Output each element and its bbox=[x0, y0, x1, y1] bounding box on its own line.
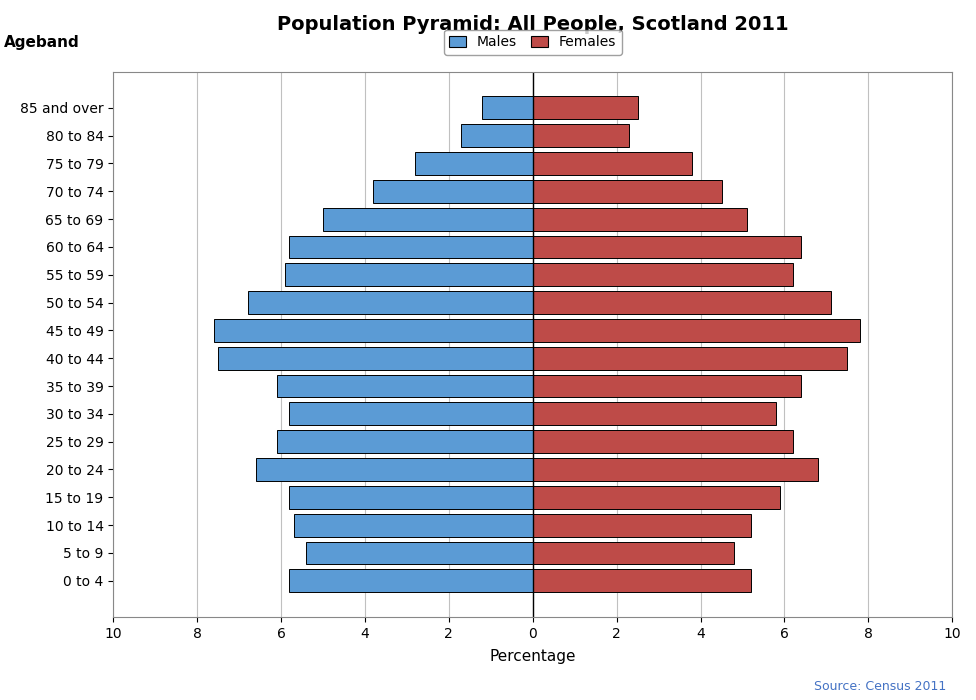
Legend: Males, Females: Males, Females bbox=[444, 29, 622, 55]
Bar bbox=[214, 319, 533, 342]
Bar bbox=[482, 97, 533, 119]
Text: Source: Census 2011: Source: Census 2011 bbox=[814, 680, 947, 693]
Bar bbox=[290, 235, 533, 258]
Bar bbox=[290, 569, 533, 592]
Text: Ageband: Ageband bbox=[4, 35, 80, 50]
Bar bbox=[533, 402, 776, 426]
Bar bbox=[323, 208, 533, 230]
Bar bbox=[533, 125, 630, 147]
Bar bbox=[533, 319, 860, 342]
Bar bbox=[533, 542, 734, 564]
Bar bbox=[374, 180, 533, 203]
Bar bbox=[533, 458, 818, 481]
Bar bbox=[533, 152, 692, 175]
Bar bbox=[533, 569, 751, 592]
Bar bbox=[533, 235, 801, 258]
Bar bbox=[290, 402, 533, 426]
Bar bbox=[256, 458, 533, 481]
Bar bbox=[306, 542, 533, 564]
Bar bbox=[533, 514, 751, 536]
Bar bbox=[533, 374, 801, 398]
Bar bbox=[533, 346, 847, 370]
Bar bbox=[294, 514, 533, 536]
Bar bbox=[285, 263, 533, 286]
Bar bbox=[462, 125, 533, 147]
Bar bbox=[533, 430, 793, 453]
Bar bbox=[533, 208, 747, 230]
Title: Population Pyramid: All People, Scotland 2011: Population Pyramid: All People, Scotland… bbox=[277, 15, 789, 34]
X-axis label: Percentage: Percentage bbox=[490, 649, 576, 664]
Bar bbox=[277, 430, 533, 453]
Bar bbox=[290, 486, 533, 509]
Bar bbox=[533, 263, 793, 286]
Bar bbox=[533, 180, 721, 203]
Bar bbox=[219, 346, 533, 370]
Bar bbox=[416, 152, 533, 175]
Bar bbox=[533, 486, 780, 509]
Bar bbox=[533, 97, 637, 119]
Bar bbox=[248, 291, 533, 314]
Bar bbox=[277, 374, 533, 398]
Bar bbox=[533, 291, 831, 314]
